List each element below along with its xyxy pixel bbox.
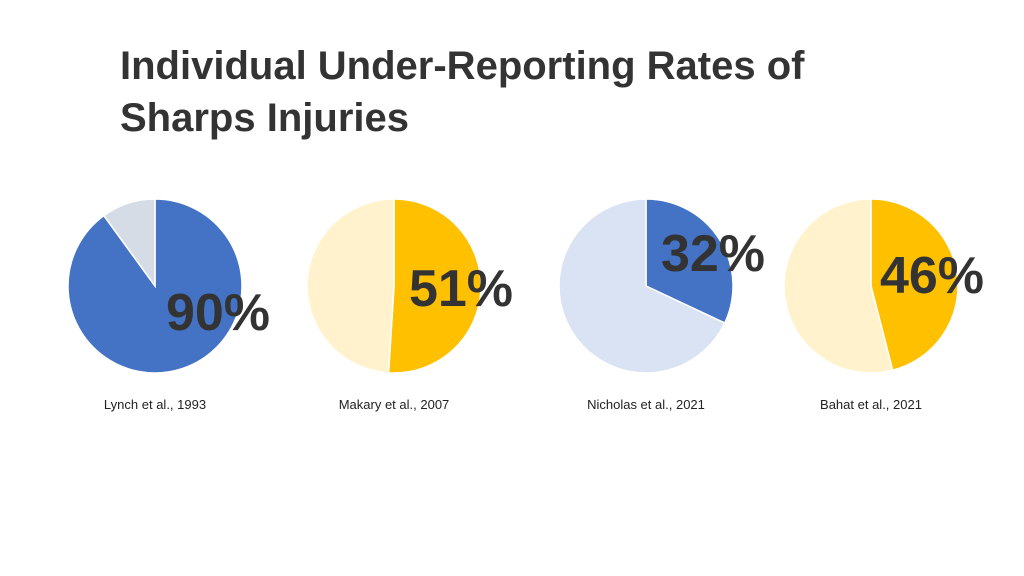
pie-slice-remainder [306,198,395,374]
slide-title: Individual Under-Reporting Rates of Shar… [120,40,920,144]
pie-slice-remainder [783,198,894,374]
pie-slice-value [645,198,734,325]
pie-slice-remainder [102,198,156,289]
pie-value-label: 51% [409,260,513,318]
pie-slice-remainder [558,198,726,374]
pie-value-label: 32% [661,225,765,283]
pie-caption: Makary et al., 2007 [339,397,450,412]
pie-slice-value [870,198,959,372]
title-line-2: Sharps Injuries [120,96,409,140]
pie-caption: Bahat et al., 2021 [820,397,922,412]
pie-value-label: 46% [880,247,984,305]
pie-caption: Lynch et al., 1993 [104,397,206,412]
title-line-1: Individual Under-Reporting Rates of [120,44,805,88]
pie-caption: Nicholas et al., 2021 [587,397,705,412]
pie-slice-value [387,198,482,374]
pie-value-label: 90% [166,284,270,342]
